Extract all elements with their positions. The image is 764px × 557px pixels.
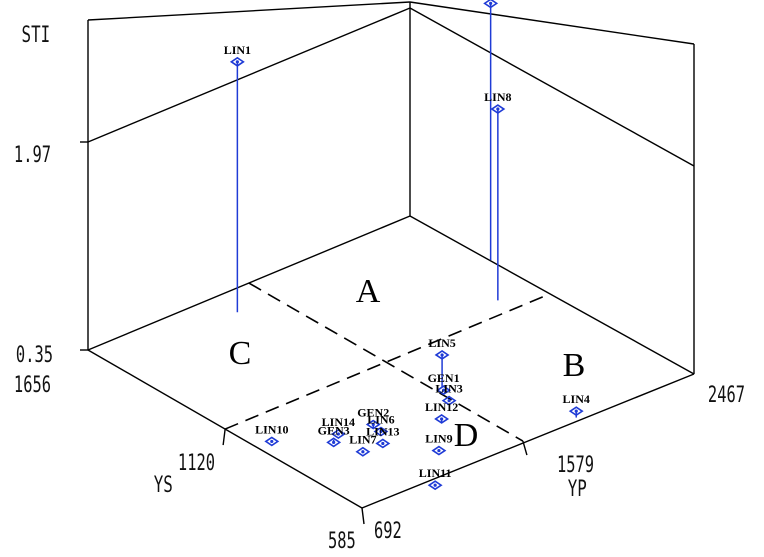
data-point-dot [440, 417, 444, 421]
y-axis-label: YS [154, 471, 173, 497]
data-point-label: LIN11 [419, 466, 452, 480]
data-point-dot [270, 439, 274, 444]
data-point-marker [355, 446, 371, 457]
data-point-dot [433, 483, 437, 487]
data-point-dot [371, 422, 375, 427]
floor-edge [409, 215, 695, 375]
quadrant-label-c: C [229, 335, 252, 372]
data-point-label: LIN10 [255, 422, 288, 436]
z-axis-label: STI [22, 21, 51, 47]
data-markers [229, 0, 584, 491]
wall-edge [87, 1, 411, 21]
data-point-marker [264, 436, 280, 447]
data-point-label: LIN8 [484, 90, 511, 104]
axes-frame [80, 1, 695, 525]
data-point-marker [568, 406, 584, 417]
x-tick-mark [361, 507, 365, 525]
data-point-marker [434, 413, 450, 424]
quadrant-label-d: D [454, 417, 479, 454]
data-point-marker [441, 395, 457, 406]
data-point-dot [235, 60, 239, 64]
data-point-marker [229, 56, 245, 67]
z-tick-label: 0.35 [16, 342, 53, 367]
data-point-dot [489, 1, 493, 5]
data-point-marker [434, 349, 450, 360]
data-point-marker [375, 438, 391, 449]
data-point-label: LIN4 [563, 392, 590, 406]
floor-edge [361, 373, 695, 509]
data-point-label: LIN6 [367, 413, 394, 427]
data-point-label: GEN1 [428, 371, 460, 385]
data-point-label: GEN2 [357, 406, 389, 420]
x-tick-label: 2467 [708, 382, 745, 407]
data-point-label: LIN12 [425, 400, 458, 414]
data-point-dot [332, 440, 336, 444]
data-stems [236, 3, 577, 486]
data-point-marker [373, 426, 389, 437]
data-point-dot [379, 429, 383, 434]
x-axis-label: YP [568, 475, 587, 501]
gridline-1-97 [87, 7, 411, 143]
data-point-marker [365, 419, 381, 430]
data-point-marker [483, 0, 499, 9]
data-point-marker [431, 445, 447, 456]
data-point-label: LIN5 [428, 336, 455, 350]
data-labels: LIN1LIN2LIN8LIN5GEN1LIN3LIN4LIN12LIN14GE… [224, 43, 590, 480]
data-point-dot [574, 409, 578, 413]
data-point-dot [447, 399, 451, 403]
gridline-1-97 [409, 7, 695, 167]
data-point-dot [381, 441, 385, 446]
data-point-label: GEN3 [318, 423, 350, 437]
data-point-dot [437, 448, 441, 453]
y-tick-label: 585 [328, 528, 356, 552]
y-tick-mark [222, 428, 226, 446]
floor-edge [87, 349, 363, 509]
wall-edge [409, 1, 695, 45]
data-point-dot [496, 107, 500, 111]
quadrant-label-b: B [563, 347, 586, 384]
data-point-label: LIN9 [425, 432, 452, 446]
data-point-marker [436, 385, 452, 396]
y-tick-label: 1656 [14, 372, 51, 397]
data-point-dot [361, 450, 365, 454]
data-point-label: LIN1 [224, 43, 251, 57]
data-point-marker [326, 437, 342, 448]
data-point-dot [336, 432, 340, 436]
data-point-label: LIN7 [349, 433, 376, 447]
data-point-label: LIN13 [366, 424, 399, 438]
data-point-marker [427, 480, 443, 491]
quadrant-divider [224, 294, 548, 430]
y-tick-label: 1120 [178, 450, 215, 475]
data-point-label: LIN14 [322, 415, 355, 429]
data-point-marker [330, 429, 346, 439]
quadrant-divider [248, 282, 524, 442]
data-point-dot [441, 388, 446, 392]
z-tick-label: 1.97 [14, 142, 51, 167]
data-point-label: LIN3 [435, 382, 462, 396]
x-tick-label: 692 [374, 518, 402, 543]
quadrant-label-a: A [356, 273, 381, 310]
x-tick-mark [522, 440, 528, 456]
data-point-marker [490, 104, 506, 114]
data-point-dot [440, 353, 444, 357]
x-tick-label: 1579 [557, 452, 594, 477]
